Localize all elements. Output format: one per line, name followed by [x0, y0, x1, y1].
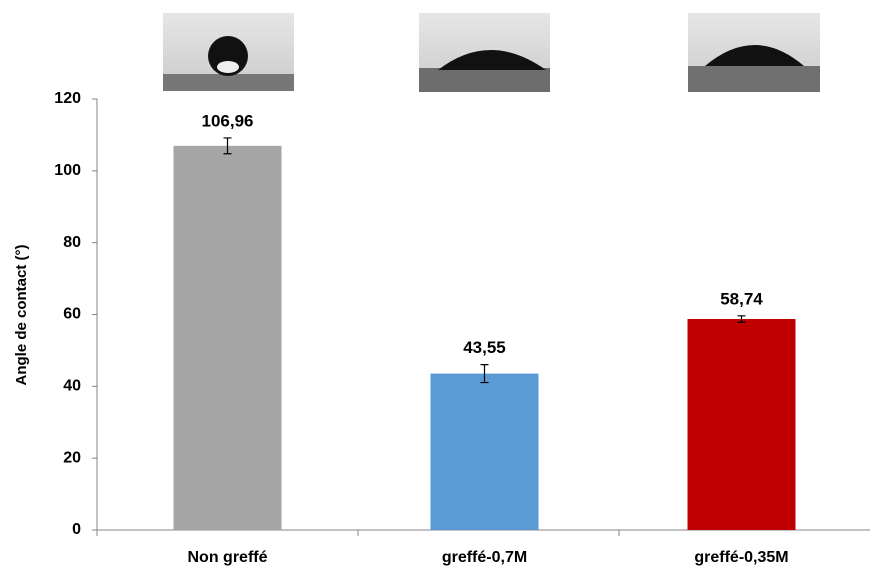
value-label: 106,96 — [202, 111, 254, 130]
bar — [430, 373, 539, 530]
y-tick-label: 0 — [72, 521, 81, 538]
x-tick-label: greffé-0,35M — [694, 549, 788, 566]
bar — [687, 319, 796, 530]
y-tick-label: 20 — [63, 449, 81, 466]
y-tick-label: 120 — [54, 90, 81, 107]
error-bar — [737, 315, 746, 323]
error-bar — [223, 137, 232, 155]
droplet-photo — [419, 13, 550, 92]
y-axis-label: Angle de contact (°) — [13, 244, 30, 385]
x-tick-label: greffé-0,7M — [442, 549, 527, 566]
droplet-photo — [163, 13, 294, 91]
error-bar — [480, 364, 489, 384]
y-tick-label: 40 — [63, 378, 81, 395]
bar — [173, 145, 282, 530]
droplet-photo — [688, 13, 820, 92]
value-label: 58,74 — [720, 289, 763, 308]
y-tick-label: 80 — [63, 234, 81, 251]
y-tick-label: 100 — [54, 162, 81, 179]
y-tick-label: 60 — [63, 306, 81, 323]
x-tick-label: Non greffé — [188, 549, 268, 566]
value-label: 43,55 — [463, 338, 506, 357]
